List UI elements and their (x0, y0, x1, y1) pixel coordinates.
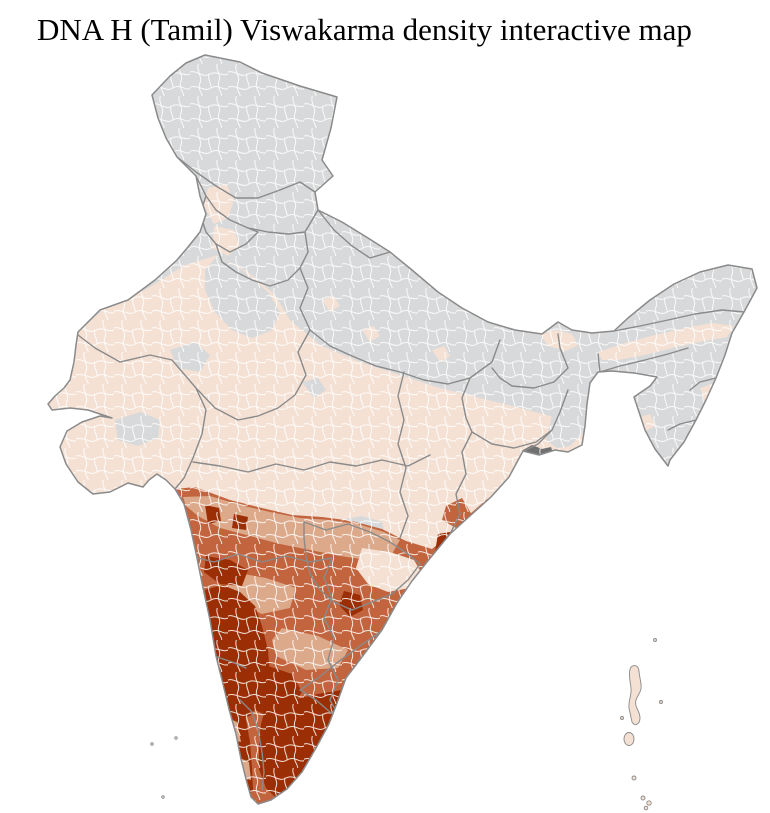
island[interactable] (646, 800, 652, 806)
andaman-nicobar-islands[interactable] (620, 638, 663, 811)
island[interactable] (623, 732, 635, 746)
island[interactable] (659, 700, 663, 704)
island[interactable] (653, 638, 657, 642)
page-title: DNA H (Tamil) Viswakarma density interac… (37, 12, 692, 47)
island[interactable] (628, 665, 642, 725)
island[interactable] (640, 795, 646, 801)
district-mesh (48, 55, 757, 804)
island[interactable] (631, 775, 637, 781)
island[interactable] (150, 742, 154, 746)
island[interactable] (161, 795, 165, 799)
map-zone-pondicherry[interactable] (354, 722, 366, 738)
island[interactable] (174, 736, 178, 740)
island[interactable] (643, 805, 649, 811)
lakshadweep-islands[interactable] (150, 736, 178, 799)
map-zone-tamilnadu-patch-2[interactable] (352, 686, 374, 712)
island[interactable] (620, 716, 624, 720)
